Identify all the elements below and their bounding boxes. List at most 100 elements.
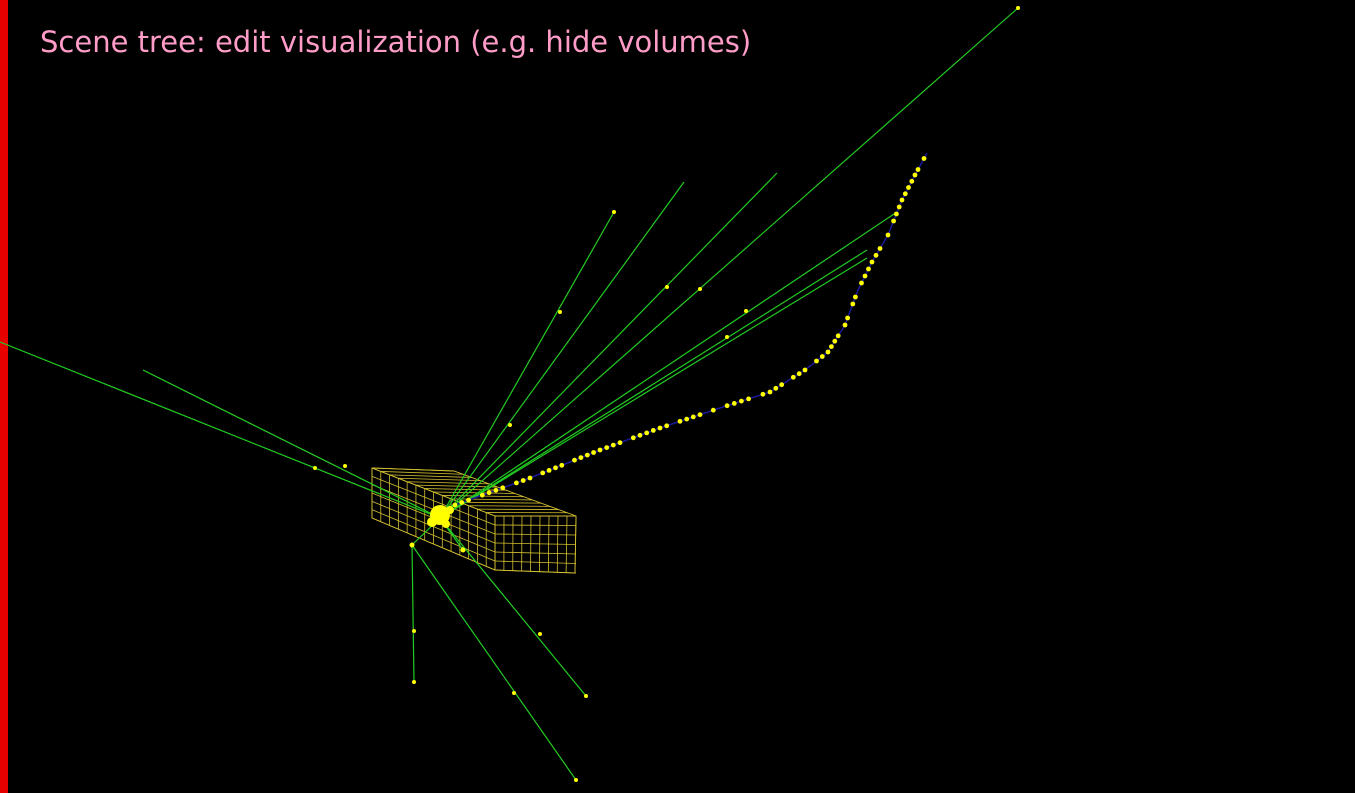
hit bbox=[412, 680, 416, 684]
hit bbox=[546, 468, 552, 473]
hit bbox=[1016, 6, 1020, 10]
hit bbox=[538, 632, 542, 636]
hit bbox=[869, 259, 875, 265]
hit bbox=[845, 315, 850, 321]
hit bbox=[862, 273, 868, 279]
hit bbox=[650, 428, 656, 433]
muon-track-hits bbox=[452, 156, 927, 508]
hit bbox=[906, 185, 911, 190]
hit bbox=[698, 287, 702, 291]
track bbox=[439, 517, 587, 697]
hit bbox=[574, 778, 578, 782]
hit bbox=[697, 412, 703, 418]
hit bbox=[842, 322, 848, 328]
particle-tracks[interactable] bbox=[0, 7, 1019, 781]
track bbox=[411, 544, 577, 781]
hit bbox=[835, 333, 841, 339]
track bbox=[142, 369, 441, 519]
muon-track[interactable] bbox=[454, 152, 928, 506]
hit bbox=[819, 354, 825, 359]
track bbox=[439, 211, 615, 519]
hit bbox=[825, 349, 831, 355]
hit bbox=[558, 310, 562, 314]
hit bbox=[527, 475, 533, 481]
hit bbox=[915, 167, 921, 172]
hit bbox=[500, 485, 506, 491]
hit bbox=[657, 425, 663, 431]
hit bbox=[690, 414, 696, 420]
hit bbox=[853, 294, 858, 300]
hit bbox=[746, 396, 751, 402]
hit bbox=[796, 371, 802, 377]
hit bbox=[427, 517, 437, 527]
track bbox=[439, 249, 868, 519]
hit bbox=[866, 266, 871, 272]
hit bbox=[514, 480, 519, 486]
hit bbox=[630, 435, 636, 441]
hit bbox=[637, 432, 643, 438]
hit bbox=[520, 478, 526, 483]
hit bbox=[912, 172, 918, 178]
hit bbox=[850, 301, 856, 307]
hit bbox=[442, 520, 450, 528]
hit bbox=[610, 442, 616, 448]
hit bbox=[466, 497, 471, 503]
hit bbox=[902, 191, 908, 197]
hit bbox=[446, 506, 454, 514]
hit bbox=[894, 211, 899, 217]
hit bbox=[452, 502, 458, 508]
hit bbox=[725, 335, 729, 339]
hit bbox=[313, 466, 317, 470]
hit bbox=[885, 232, 891, 238]
track bbox=[439, 181, 685, 519]
hit bbox=[739, 398, 744, 404]
hit bbox=[578, 455, 584, 460]
hit bbox=[873, 252, 879, 258]
hit bbox=[899, 197, 905, 203]
hit bbox=[802, 367, 808, 373]
hit bbox=[486, 490, 492, 496]
hit bbox=[832, 338, 838, 344]
hit bbox=[665, 285, 669, 289]
track bbox=[439, 172, 778, 519]
hit bbox=[677, 418, 683, 424]
hit bbox=[773, 385, 779, 391]
hit bbox=[731, 401, 737, 406]
hit bbox=[553, 465, 558, 471]
hit bbox=[343, 464, 347, 468]
hit bbox=[710, 407, 716, 413]
hit bbox=[779, 382, 785, 388]
hit bbox=[612, 210, 616, 214]
track bbox=[439, 211, 898, 519]
hit bbox=[460, 547, 466, 553]
hit bbox=[412, 629, 416, 633]
hit bbox=[559, 462, 565, 468]
hit bbox=[540, 470, 546, 476]
interaction-vertex[interactable] bbox=[427, 505, 454, 528]
hit bbox=[512, 691, 516, 695]
hit bbox=[584, 694, 588, 698]
hit bbox=[617, 440, 623, 446]
hit bbox=[664, 423, 670, 429]
hit bbox=[891, 218, 896, 224]
hit bbox=[508, 423, 512, 427]
hit bbox=[767, 389, 773, 395]
hit bbox=[479, 492, 485, 498]
track-hits bbox=[313, 6, 1020, 782]
hit bbox=[724, 403, 730, 409]
hit bbox=[859, 280, 864, 286]
hit bbox=[644, 430, 650, 436]
hit bbox=[493, 487, 499, 493]
track bbox=[0, 341, 441, 519]
hit bbox=[790, 374, 796, 380]
hit bbox=[597, 447, 603, 453]
hit bbox=[921, 156, 927, 161]
hit bbox=[760, 391, 766, 397]
left-accent-bar bbox=[0, 0, 8, 793]
hit bbox=[591, 450, 596, 455]
hit bbox=[572, 457, 577, 463]
hit bbox=[877, 246, 883, 251]
hit bbox=[584, 452, 590, 458]
